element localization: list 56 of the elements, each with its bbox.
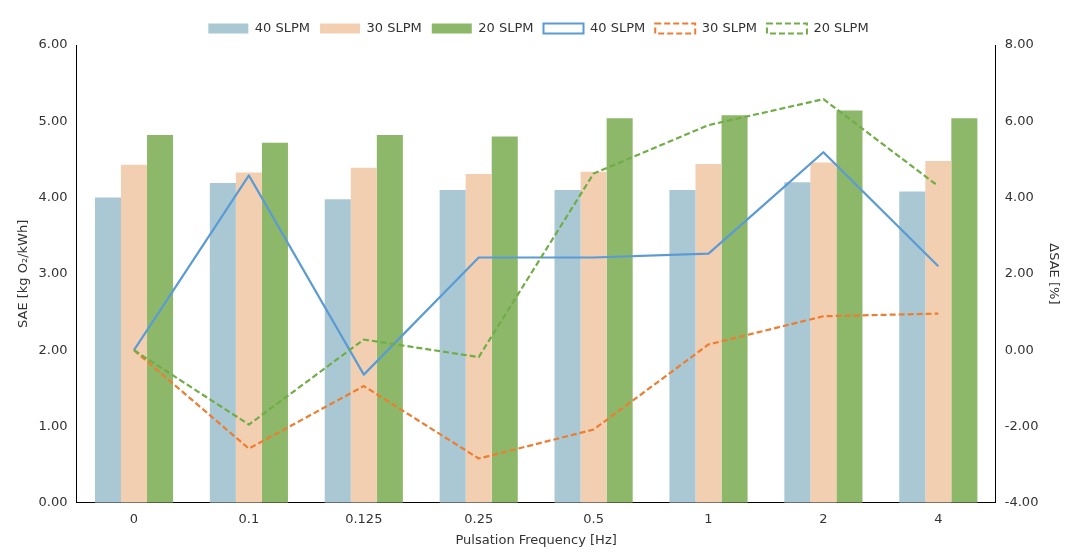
bar [465, 173, 492, 503]
y-tick-label: 4.00 [38, 188, 68, 204]
bar [376, 135, 403, 503]
bar [235, 172, 262, 503]
line-series [132, 312, 940, 460]
bar [439, 189, 466, 503]
bar [491, 136, 518, 503]
bar [669, 189, 696, 503]
legend-label: 40 SLPM [254, 19, 311, 35]
y-tick-label: 6.00 [38, 36, 68, 52]
bar [925, 160, 952, 503]
x-axis-title: Pulsation Frequency [Hz] [455, 531, 617, 547]
x-tick-label: 0.25 [464, 510, 494, 526]
legend-label: 20 SLPM [478, 19, 534, 35]
y2-tick-label: 0.00 [1004, 341, 1034, 357]
x-tick-label: 4 [934, 510, 943, 526]
x-tick-label: 0 [129, 510, 139, 526]
bar [120, 164, 148, 503]
x-tick-label: 0.5 [583, 510, 604, 526]
bar [580, 171, 607, 503]
bar [147, 135, 174, 503]
x-tick-label: 0.1 [238, 510, 260, 526]
y-axis-title: SAE [kg O₂/kWh] [15, 219, 31, 329]
bar [324, 199, 351, 503]
y-tick-label: 5.00 [38, 112, 68, 128]
bar [94, 197, 121, 503]
y-tick-label: 3.00 [38, 265, 68, 281]
legend-label: 40 SLPM [590, 19, 646, 35]
bar [784, 182, 811, 503]
y2-tick-label: 4.00 [1004, 188, 1034, 204]
legend-label: 20 SLPM [813, 19, 869, 35]
y2-tick-label: 2.00 [1004, 265, 1034, 281]
legend-label: 30 SLPM [701, 19, 757, 35]
bar [209, 183, 236, 503]
y-tick-label: 1.00 [38, 417, 68, 433]
x-tick-label: 0.125 [345, 510, 383, 526]
y2-tick-label: 6.00 [1004, 112, 1034, 128]
bar [695, 164, 722, 503]
bar [810, 162, 837, 503]
bar [721, 115, 748, 503]
y-tick-label: 2.00 [38, 341, 68, 357]
y2-tick-label: 8.00 [1004, 36, 1034, 52]
x-tick-label: 1 [704, 510, 713, 526]
bar [951, 118, 978, 503]
y2-tick-label: -2.00 [1004, 417, 1039, 433]
legend-label: 30 SLPM [366, 19, 422, 35]
x-tick-label: 2 [819, 510, 828, 526]
bar [899, 191, 926, 503]
bar [554, 189, 581, 503]
bar [836, 110, 863, 503]
y2-axis-title: ΔSAE [%] [1046, 243, 1062, 305]
y2-tick-label: -4.00 [1004, 494, 1039, 510]
bar [350, 167, 377, 503]
bar [261, 142, 288, 503]
bar [606, 118, 633, 503]
y-tick-label: 0.00 [38, 494, 68, 510]
